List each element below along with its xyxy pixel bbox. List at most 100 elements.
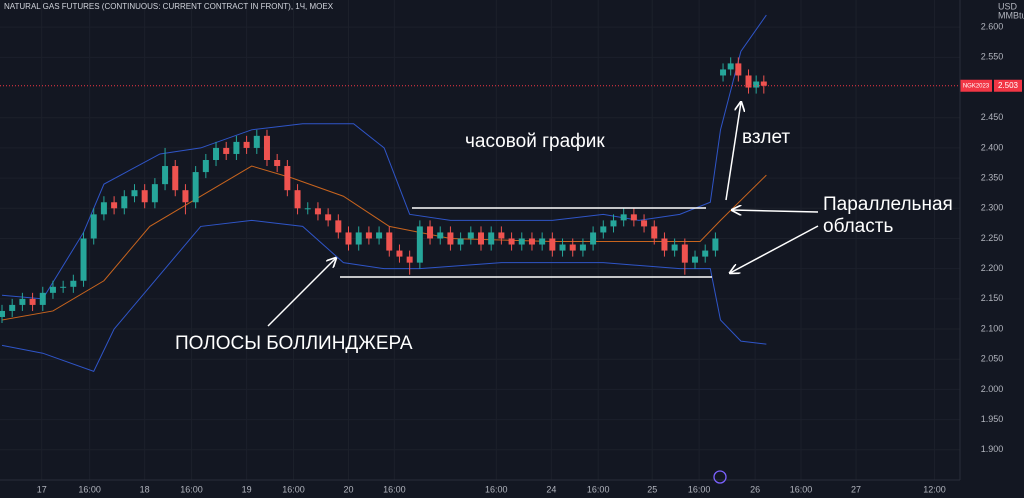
candle-body <box>569 244 576 251</box>
candle-body <box>111 202 118 209</box>
candle-body <box>579 244 586 251</box>
price-label: 2.503 <box>998 81 1019 90</box>
candle-body <box>162 166 169 185</box>
candle-body <box>760 81 767 86</box>
candle-body <box>213 147 220 160</box>
x-tick-label: 25 <box>647 484 657 494</box>
candle-body <box>39 292 46 305</box>
x-tick-label: 16:00 <box>180 484 203 494</box>
price-box <box>994 79 1022 92</box>
candle-body <box>620 214 627 221</box>
y-tick-label: 2.200 <box>981 263 1004 273</box>
symbol-label: NGK2023 <box>963 83 990 89</box>
candle-body <box>314 208 321 215</box>
candle-body <box>478 232 484 245</box>
annotation-lines <box>267 102 819 327</box>
y-tick-label: 2.400 <box>981 142 1004 152</box>
candle-body <box>121 196 128 209</box>
bands <box>1 14 767 372</box>
x-tick-label: 16:00 <box>485 484 508 494</box>
candle-body <box>9 304 16 311</box>
candle-body <box>508 238 515 245</box>
candle-body <box>753 81 760 88</box>
candle-body <box>202 160 209 173</box>
candle-body <box>70 280 77 287</box>
candles <box>0 57 767 324</box>
x-tick-label: 26 <box>750 484 760 494</box>
axes: 2.600 2.550 2.450 2.400 2.350 2.300 2.250 2.200… <box>0 22 1022 494</box>
candle-body <box>253 135 260 148</box>
x-tick-label: 16:00 <box>688 484 711 494</box>
unit: MMBtu <box>998 10 1024 20</box>
candle-body <box>518 238 525 245</box>
candle-body <box>335 220 342 233</box>
candle-body <box>396 250 403 257</box>
candle-body <box>304 208 311 210</box>
symbol-box <box>960 79 992 92</box>
event-icon[interactable] <box>713 470 727 484</box>
candle-body <box>692 256 699 263</box>
annotation: часовой график <box>465 131 605 152</box>
annotation: ПОЛОСЫ БОЛЛИНДЖЕРА <box>175 333 413 354</box>
candle-body <box>0 310 5 317</box>
x-tick-label: 27 <box>851 484 861 494</box>
band-line <box>1 219 767 372</box>
y-tick-label: 2.050 <box>981 354 1004 364</box>
candle-body <box>745 75 752 88</box>
y-tick-label: 1.900 <box>981 444 1004 454</box>
x-tick-label: 16:00 <box>282 484 305 494</box>
candle-body <box>498 232 505 239</box>
candle-body <box>151 184 158 203</box>
y-tick-label: 2.300 <box>981 203 1004 213</box>
candle-body <box>386 232 393 251</box>
annotation: взлет <box>742 127 790 148</box>
candle-body <box>651 226 658 239</box>
candle-body <box>376 232 383 239</box>
candle-body <box>223 147 230 154</box>
candle-body <box>131 190 138 197</box>
candle-body <box>233 141 240 154</box>
x-tick-label: 19 <box>242 484 252 494</box>
candle-body <box>294 190 301 209</box>
band-line <box>1 14 767 300</box>
x-tick-label: 16:00 <box>587 484 610 494</box>
candle-body <box>720 69 727 76</box>
candle-body <box>467 232 474 239</box>
candle-body <box>447 232 454 245</box>
candle-body <box>243 141 250 148</box>
candle-body <box>727 63 734 70</box>
candle-body <box>681 244 688 263</box>
candle-body <box>263 135 270 160</box>
x-tick-label: 24 <box>546 484 556 494</box>
y-tick-label: 2.550 <box>981 52 1004 62</box>
x-tick-label: 17 <box>37 484 47 494</box>
candle-body <box>274 160 281 167</box>
candle-body <box>90 214 97 239</box>
y-tick-label: 2.250 <box>981 233 1004 243</box>
x-tick-label: 12:00 <box>923 484 946 494</box>
candle-body <box>641 220 648 227</box>
candle-body <box>182 190 189 203</box>
x-tick-label: 18 <box>140 484 150 494</box>
candle-body <box>172 166 179 191</box>
y-tick-label: 2.450 <box>981 112 1004 122</box>
candle-body <box>457 238 464 245</box>
x-tick-label: 16:00 <box>790 484 813 494</box>
candle-body <box>630 214 637 221</box>
candle-body <box>712 238 719 251</box>
arrow <box>732 210 819 212</box>
y-tick-label: 2.000 <box>981 384 1004 394</box>
candle-body <box>100 202 107 215</box>
candle-body <box>192 172 199 203</box>
candle-body <box>528 238 535 245</box>
y-tick-label: 1.950 <box>981 414 1004 424</box>
arrow <box>730 225 819 273</box>
candle-body <box>325 214 332 221</box>
candle-body <box>141 190 148 203</box>
candle-body <box>661 238 668 251</box>
candle-body <box>60 286 67 288</box>
candle-body <box>559 244 566 251</box>
candle-body <box>284 166 291 191</box>
currency: USD <box>998 1 1018 11</box>
